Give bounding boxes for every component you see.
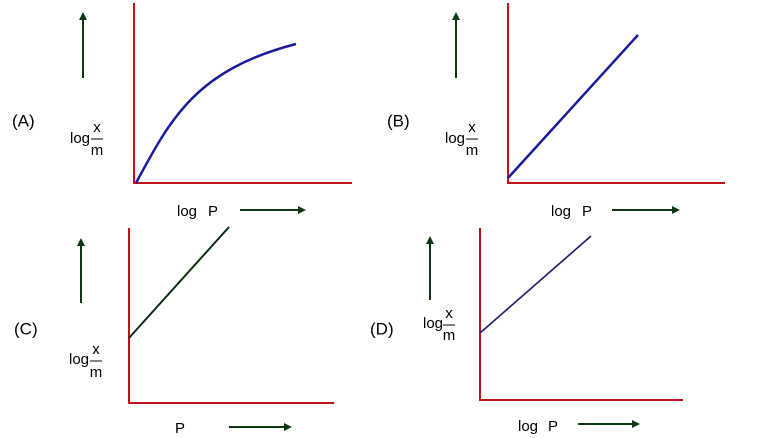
line	[507, 34, 639, 179]
axes	[479, 228, 683, 401]
y-label-numerator: x	[468, 119, 476, 136]
y-label-denominator: m	[91, 142, 104, 159]
panel-label: (B)	[387, 111, 410, 130]
x-label: log	[551, 203, 571, 220]
panel-label: (A)	[12, 111, 35, 130]
x-label: P	[582, 203, 592, 220]
y-label-prefix: log	[423, 315, 443, 332]
x-label: P	[175, 420, 185, 437]
x-label: log	[518, 418, 538, 435]
x-label: P	[548, 418, 558, 435]
panel-d: (D) log x m log P	[370, 228, 683, 435]
panel-b: (B) log x m log P	[387, 3, 725, 220]
axes	[128, 228, 334, 404]
axes	[133, 3, 352, 184]
curve	[134, 42, 297, 184]
panel-label: (D)	[370, 319, 394, 338]
y-label-denominator: m	[443, 327, 456, 344]
y-label-denominator: m	[90, 364, 103, 381]
x-label: P	[208, 203, 218, 220]
x-label: log	[177, 203, 197, 220]
y-label-prefix: log	[445, 130, 465, 147]
y-label-numerator: x	[93, 119, 101, 136]
y-label-prefix: log	[70, 130, 90, 147]
y-label-numerator: x	[445, 305, 453, 322]
y-label-denominator: m	[466, 142, 479, 159]
panel-label: (C)	[14, 319, 38, 338]
y-label-numerator: x	[92, 341, 100, 358]
y-label-prefix: log	[69, 351, 89, 368]
axes	[507, 3, 725, 184]
panel-a: (A) log x m log P	[12, 3, 352, 220]
panel-c: (C) log x m P	[14, 226, 334, 437]
line	[128, 226, 230, 339]
line	[479, 235, 592, 334]
